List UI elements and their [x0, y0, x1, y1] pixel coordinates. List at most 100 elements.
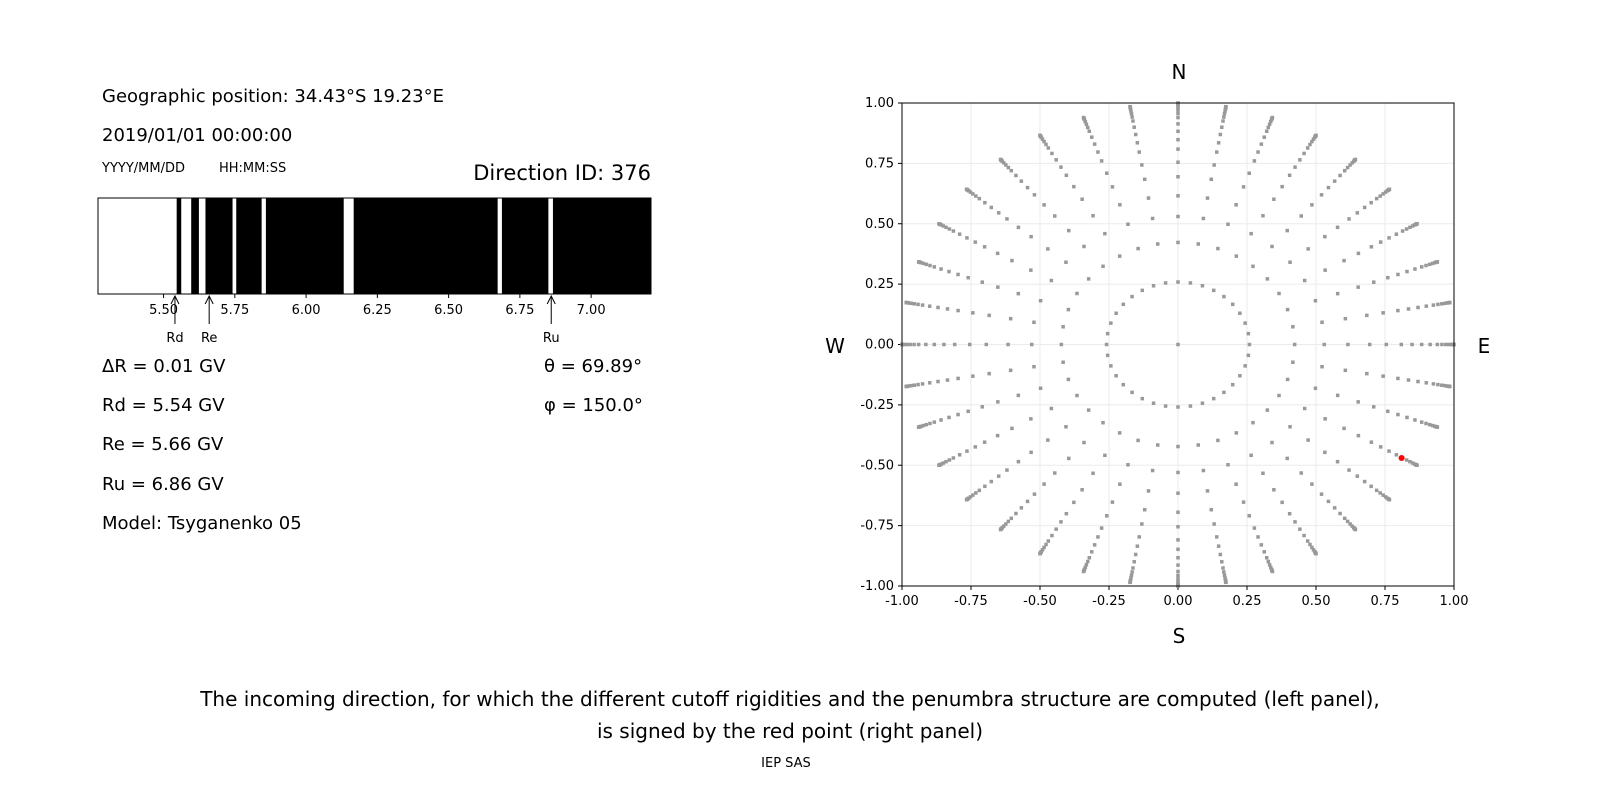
grid-point [1302, 151, 1306, 156]
grid-point [1126, 463, 1130, 467]
grid-point [1435, 425, 1440, 429]
grid-point [1132, 560, 1136, 564]
grid-point [1150, 216, 1155, 221]
grid-point [1176, 555, 1180, 560]
grid-point [1067, 456, 1071, 461]
grid-point [1096, 535, 1100, 539]
grid-point [916, 260, 921, 264]
grid-point [1201, 468, 1206, 473]
label-west: W [825, 334, 845, 358]
grid-point [1110, 185, 1115, 189]
grid-point [945, 378, 950, 382]
grid-point [1211, 396, 1216, 401]
grid-point [920, 382, 925, 386]
grid-point [1287, 511, 1292, 516]
y-tick-label: 1.00 [865, 96, 894, 111]
grid-point [1016, 459, 1021, 464]
grid-point [1129, 109, 1133, 113]
grid-point [1430, 423, 1435, 428]
grid-point [964, 497, 969, 502]
grid-point [924, 262, 929, 267]
grid-point [1374, 196, 1379, 201]
grid-point [1277, 393, 1281, 398]
grid-point [942, 342, 946, 347]
grid-point [1343, 368, 1348, 373]
penumbra-frame [97, 197, 652, 295]
grid-point [1087, 129, 1092, 134]
grid-point [1265, 277, 1270, 281]
grid-point [1302, 533, 1306, 538]
grid-point [916, 425, 921, 429]
grid-point [1054, 158, 1058, 162]
grid-point [1288, 425, 1292, 429]
selected-direction-point [1398, 455, 1405, 462]
x-tick-label: 5.75 [220, 303, 249, 318]
grid-point [1176, 108, 1180, 112]
grid-point [1305, 146, 1310, 150]
grid-point [956, 376, 960, 381]
grid-point [1014, 173, 1018, 178]
grid-point [924, 342, 928, 347]
grid-point [928, 263, 932, 268]
grid-point [1016, 291, 1021, 296]
grid-point [989, 205, 994, 210]
time-format: HH:MM:SS [219, 161, 287, 176]
grid-point [1291, 325, 1295, 329]
grid-point [1130, 115, 1134, 119]
grid-point [1150, 468, 1155, 473]
grid-point [1081, 569, 1086, 574]
grid-point [1121, 302, 1126, 307]
x-tick-label: -0.75 [954, 594, 988, 609]
grid-point [1431, 382, 1436, 386]
grid-point [1176, 538, 1180, 542]
grid-point [1176, 240, 1180, 245]
grid-point [1400, 229, 1405, 233]
grid-point [1136, 246, 1140, 251]
grid-point [1448, 384, 1452, 389]
grid-point [1262, 550, 1266, 554]
grid-point [1270, 244, 1274, 249]
grid-point [1378, 445, 1383, 449]
grid-point [996, 285, 1000, 289]
grid-point [1200, 401, 1205, 405]
grid-point [1311, 137, 1316, 141]
y-tick-label: -0.75 [860, 519, 894, 534]
grid-point [1049, 278, 1054, 283]
grid-point [989, 479, 994, 484]
grid-point [1272, 488, 1276, 492]
grid-point [1313, 298, 1318, 303]
grid-point [916, 302, 920, 307]
grid-point [1072, 184, 1076, 189]
grid-point [1338, 511, 1342, 516]
grid-point [1436, 382, 1440, 387]
grid-point [1251, 264, 1255, 269]
grid-point [937, 222, 941, 226]
grid-point [1343, 316, 1348, 321]
grid-point [1099, 526, 1104, 530]
grid-point [1146, 196, 1151, 200]
grid-point [1268, 119, 1273, 124]
grid-point [1396, 376, 1400, 381]
grid-point [1042, 203, 1046, 207]
grid-point [1091, 213, 1095, 218]
grid-point [1272, 197, 1276, 201]
grid-point [1212, 163, 1216, 167]
grid-point [1196, 242, 1201, 246]
grid-point [1104, 342, 1109, 347]
penumbra-allowed-band [198, 198, 206, 294]
grid-point [1142, 507, 1147, 512]
grid-point [1130, 390, 1134, 395]
grid-point [1054, 527, 1058, 531]
grid-point [966, 409, 970, 414]
grid-point [1381, 192, 1385, 196]
grid-point [1419, 342, 1424, 347]
x-tick-label: 6.50 [434, 303, 463, 318]
grid-point [1293, 165, 1297, 169]
grid-point [1285, 377, 1290, 382]
grid-point [1387, 187, 1392, 192]
geo-position: Geographic position: 34.43°S 19.23°E [102, 86, 445, 107]
grid-point [1176, 573, 1180, 578]
grid-point [1443, 383, 1447, 388]
grid-point [1259, 142, 1264, 146]
x-tick-label: 6.75 [505, 303, 534, 318]
